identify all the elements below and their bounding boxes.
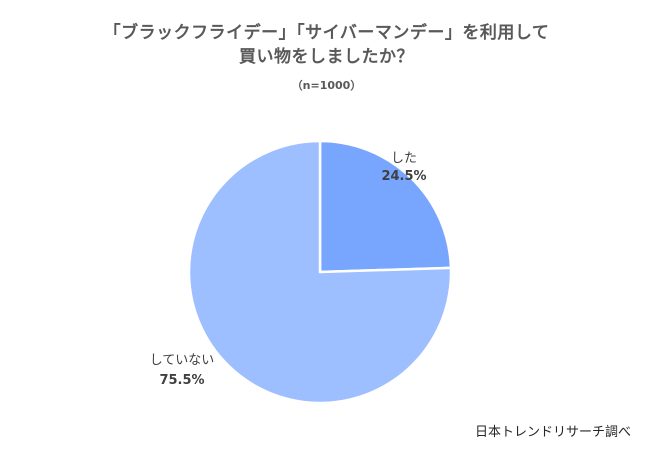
chart-title-line-1: 「ブラックフライデー」「サイバーマンデー」を利用して <box>103 23 550 43</box>
slice-value-did: 24.5% <box>381 169 426 184</box>
slice-label-did-not: していない <box>150 353 215 368</box>
pie-slice-did-not <box>187 139 453 405</box>
pie-slice-did <box>318 139 453 274</box>
pie-slices <box>187 139 453 405</box>
slice-label-did: した <box>391 151 417 166</box>
slice-value-did-not: 75.5% <box>159 373 204 388</box>
source-credit: 日本トレンドリサーチ調べ <box>474 425 631 440</box>
chart-subtitle: （n=1000） <box>291 79 362 92</box>
chart-title-line-2: 買い物をしましたか？ <box>239 47 414 67</box>
